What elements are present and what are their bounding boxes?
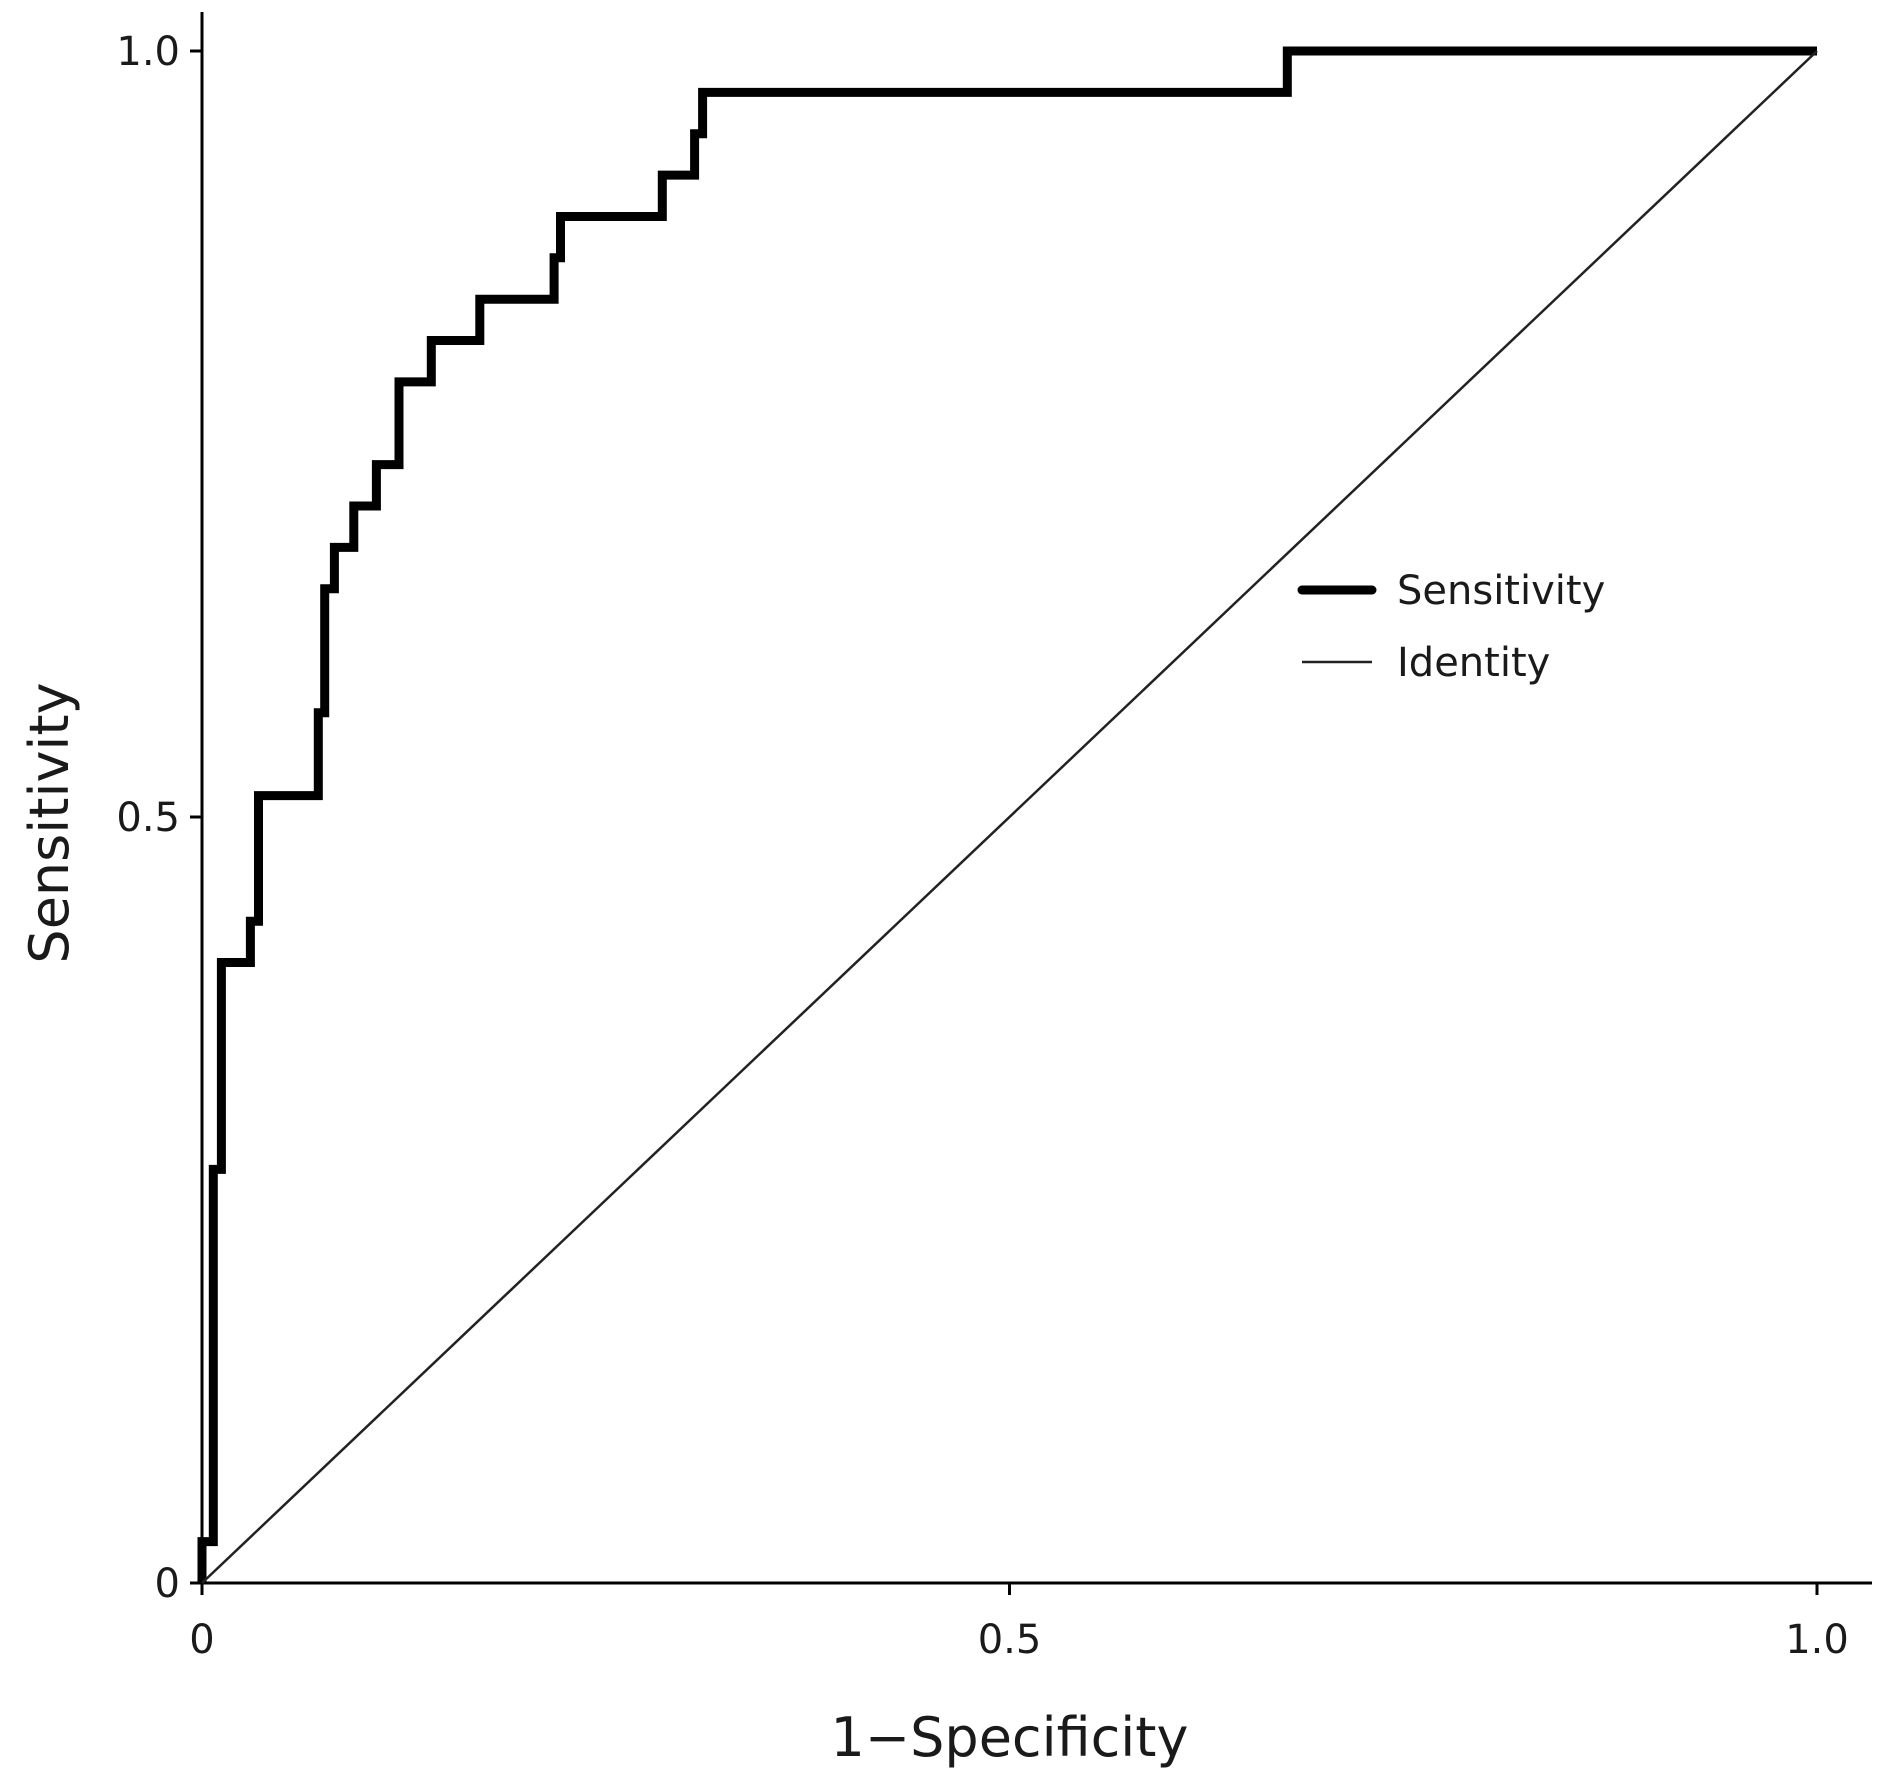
y-tick-label: 1.0 <box>116 29 180 75</box>
legend: Sensitivity Identity <box>1297 568 1605 686</box>
x-axis-title: 1−Specificity <box>831 1706 1189 1769</box>
x-tick-label: 0.5 <box>978 1617 1042 1663</box>
y-tick-label: 0 <box>155 1561 180 1607</box>
y-axis-title: Sensitivity <box>18 682 81 963</box>
identity-series-line <box>201 50 1818 1584</box>
legend-label-sensitivity: Sensitivity <box>1397 568 1605 614</box>
sensitivity-series-line <box>197 46 1817 1583</box>
x-tick-label: 0 <box>189 1617 214 1663</box>
y-tick-label: 0.5 <box>116 795 180 841</box>
axes: 0 0.5 1.0 0 0.5 1.0 1−Specificity Sensitivity <box>18 12 1872 1769</box>
legend-label-identity: Identity <box>1397 640 1550 686</box>
x-tick-label: 1.0 <box>1785 1617 1849 1663</box>
plot-area <box>197 46 1818 1584</box>
